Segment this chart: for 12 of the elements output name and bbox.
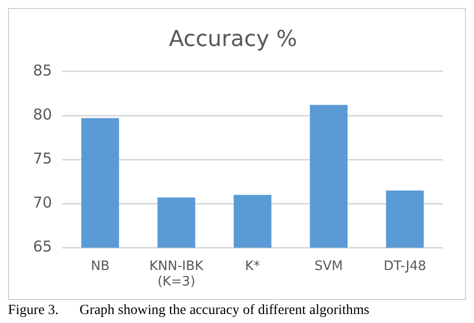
y-tick-label: 75 bbox=[32, 149, 52, 168]
chart-title: Accuracy % bbox=[168, 26, 298, 52]
x-tick-label: NB bbox=[90, 258, 110, 274]
x-tick-label: SVM bbox=[314, 258, 343, 274]
x-tick-label: K* bbox=[245, 258, 261, 274]
y-tick-label: 70 bbox=[32, 194, 52, 212]
x-tick-label: DT-J48 bbox=[384, 258, 426, 274]
y-tick-label: 80 bbox=[32, 105, 52, 124]
caption: Figure 3. Graph showing the accuracy of different algorithms bbox=[8, 303, 370, 319]
x-tick-label: KNN-IBK (K=3) bbox=[149, 258, 204, 290]
y-tick-label: 85 bbox=[32, 61, 52, 80]
y-tick-label: 65 bbox=[32, 238, 52, 256]
